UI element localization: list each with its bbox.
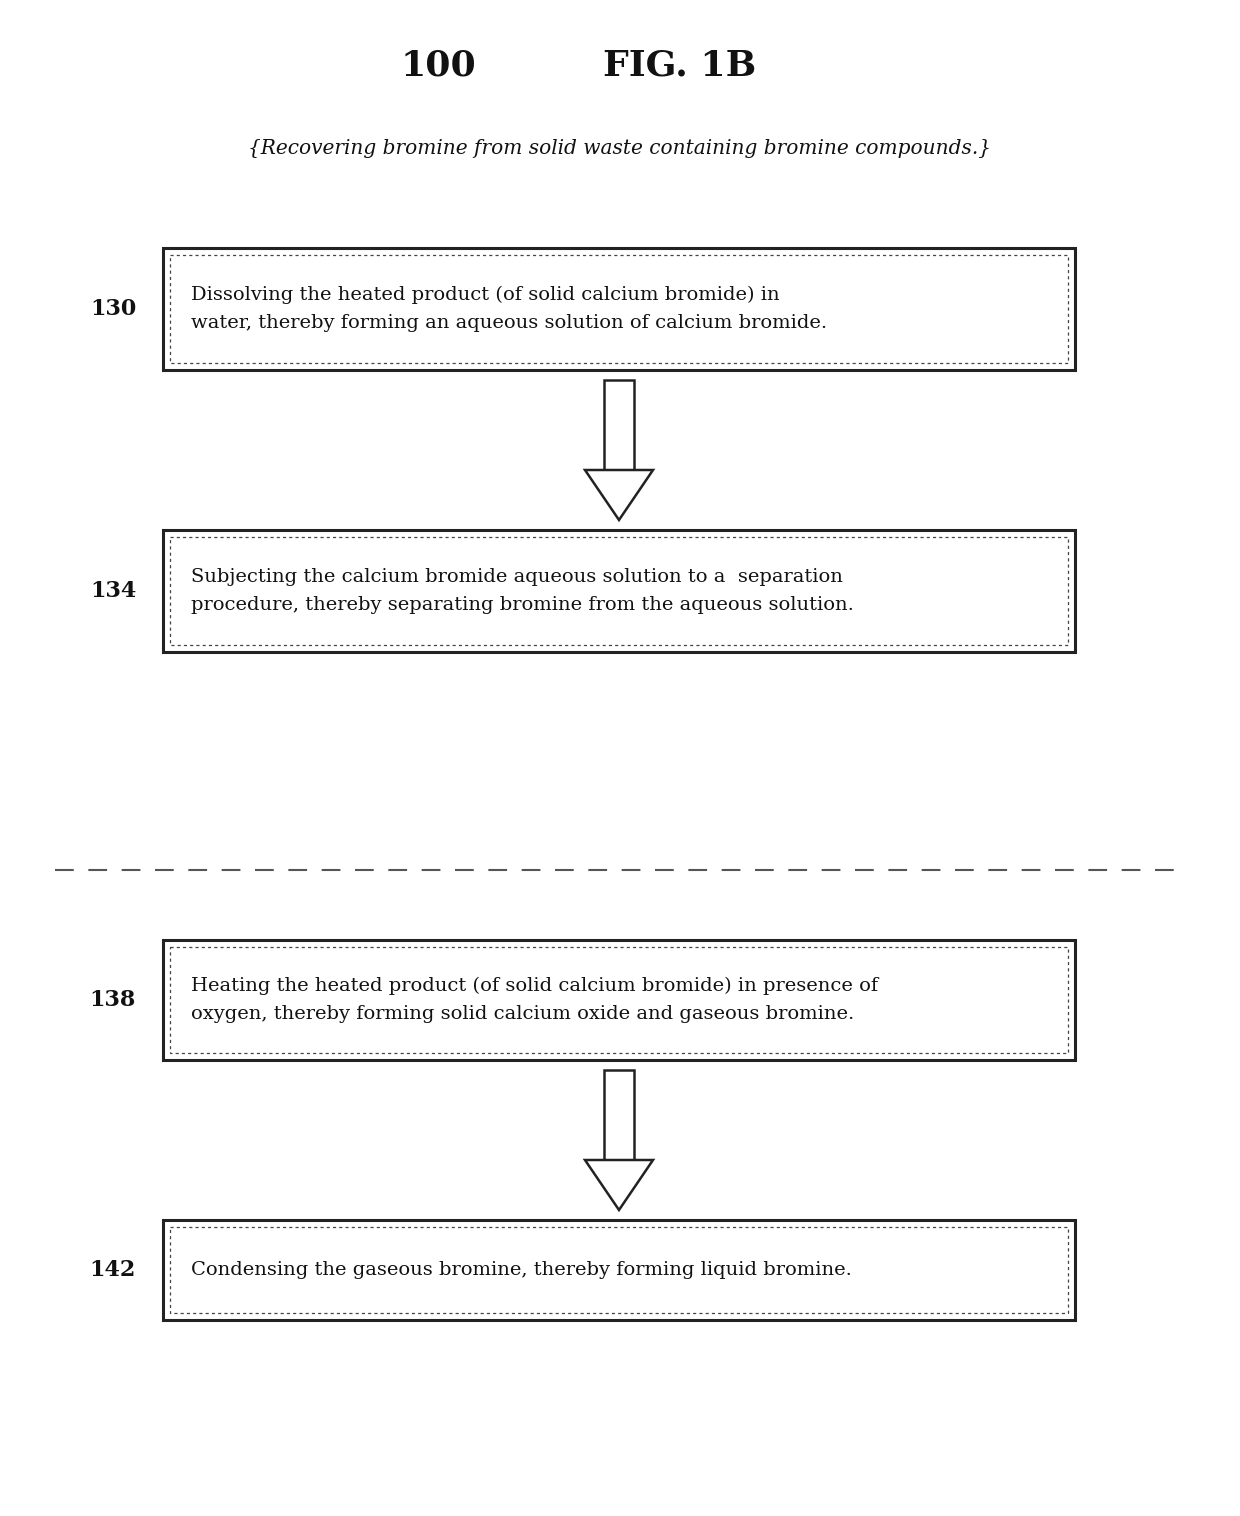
Bar	[604, 1070, 634, 1160]
Text: 142: 142	[89, 1258, 136, 1281]
Bar	[170, 537, 1068, 644]
Text: Subjecting the calcium bromide aqueous solution to a  separation
procedure, ther: Subjecting the calcium bromide aqueous s…	[191, 568, 854, 614]
Text: Condensing the gaseous bromine, thereby forming liquid bromine.: Condensing the gaseous bromine, thereby …	[191, 1261, 852, 1280]
Polygon shape	[585, 1160, 653, 1210]
Text: {Recovering bromine from solid waste containing bromine compounds.}: {Recovering bromine from solid waste con…	[248, 138, 991, 158]
Bar	[162, 1220, 1075, 1320]
Bar	[170, 255, 1068, 362]
Polygon shape	[585, 470, 653, 520]
Bar	[170, 1226, 1068, 1313]
Text: Dissolving the heated product (of solid calcium bromide) in
water, thereby formi: Dissolving the heated product (of solid …	[191, 287, 827, 332]
Text: 130: 130	[89, 299, 136, 320]
Bar	[170, 948, 1068, 1054]
Bar	[604, 381, 634, 470]
Text: Heating the heated product (of solid calcium bromide) in presence of
oxygen, the: Heating the heated product (of solid cal…	[191, 976, 878, 1023]
Bar	[162, 940, 1075, 1060]
Text: FIG. 1B: FIG. 1B	[604, 49, 756, 82]
Bar	[162, 249, 1075, 370]
Bar	[162, 531, 1075, 652]
Text: 134: 134	[89, 581, 136, 602]
Text: 138: 138	[89, 988, 136, 1011]
Text: 100: 100	[401, 49, 476, 82]
